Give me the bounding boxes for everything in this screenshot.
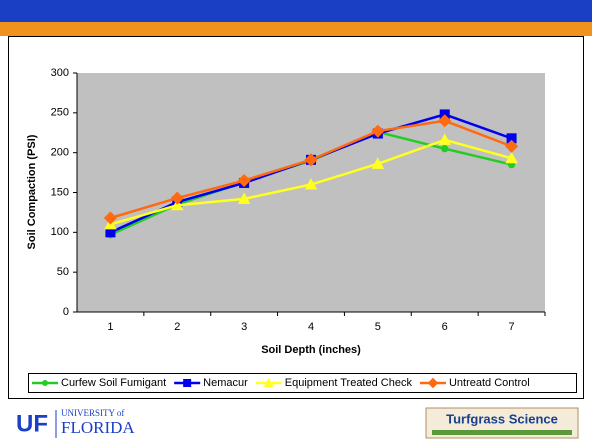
legend-label: Equipment Treated Check (285, 377, 413, 389)
uf-logo: UF UNIVERSITY of FLORIDA (16, 408, 135, 438)
point (441, 145, 449, 153)
point (304, 178, 318, 190)
y-axis-label: Soil Compaction (PSI) (26, 134, 38, 249)
point (42, 380, 48, 386)
badge-text: Turfgrass Science (446, 411, 558, 426)
logo-mark: UF (16, 410, 48, 437)
y-tick-label: 150 (51, 186, 69, 198)
x-tick-label: 4 (308, 321, 314, 333)
point (438, 133, 451, 145)
header-bar (0, 0, 592, 22)
point (427, 377, 439, 389)
point (438, 114, 452, 128)
point (170, 191, 184, 205)
y-tick-label: 200 (51, 147, 69, 159)
point (304, 153, 318, 167)
legend-label: Nemacur (203, 377, 248, 389)
logo-top: UNIVERSITY of (61, 408, 124, 418)
y-tick-label: 250 (51, 107, 69, 119)
y-tick-label: 100 (51, 226, 69, 238)
legend-label: Untreatd Control (449, 377, 530, 389)
point (371, 124, 385, 138)
y-tick-label: 50 (57, 266, 69, 278)
y-tick-label: 0 (63, 306, 69, 318)
point (237, 173, 251, 188)
x-tick-label: 1 (107, 321, 113, 333)
x-tick-label: 5 (375, 321, 381, 333)
plot-area (77, 73, 545, 312)
legend-box (28, 373, 577, 393)
point (505, 151, 518, 164)
point (505, 139, 519, 153)
point (371, 157, 385, 169)
x-tick-label: 7 (509, 321, 515, 333)
point (171, 198, 184, 211)
x-tick-label: 2 (174, 321, 180, 333)
badge: Turfgrass Science (425, 407, 579, 439)
x-tick-label: 6 (442, 321, 448, 333)
x-axis-label: Soil Depth (inches) (261, 344, 361, 356)
legend-label: Curfew Soil Fumigant (61, 377, 166, 389)
y-tick-label: 300 (51, 67, 69, 79)
accent-bar (0, 22, 592, 36)
point (103, 211, 117, 225)
logo-name: FLORIDA (61, 418, 135, 437)
point (237, 192, 251, 204)
point (183, 379, 192, 387)
point (263, 377, 274, 387)
x-tick-label: 3 (241, 321, 247, 333)
badge-grass (432, 430, 572, 435)
